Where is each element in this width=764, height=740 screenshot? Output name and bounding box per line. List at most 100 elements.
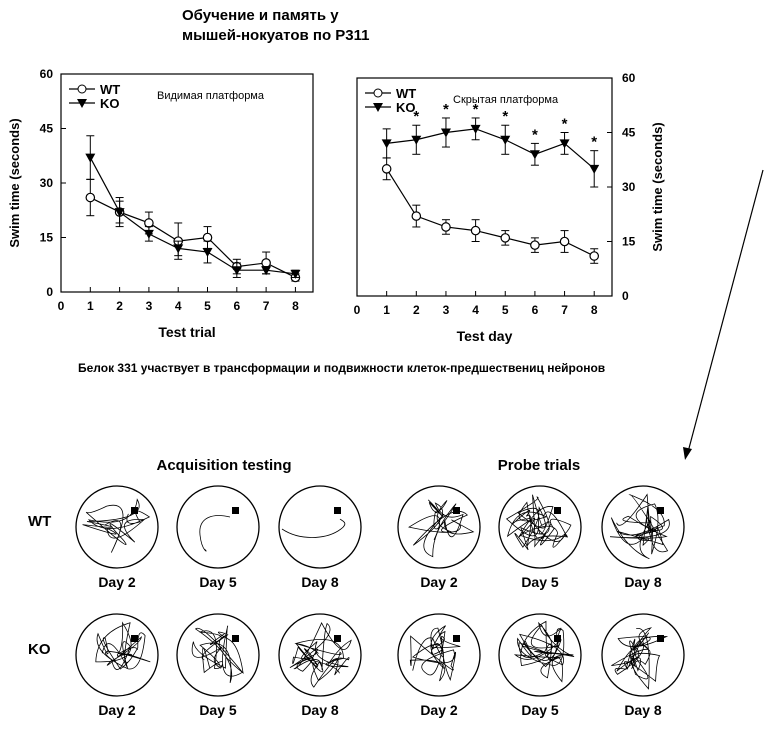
x-tick-label: 0 <box>354 303 361 317</box>
significance-star: * <box>532 126 538 143</box>
point-KO <box>231 266 242 276</box>
maze-trial-ko-1: Day 2 <box>75 613 159 718</box>
pool-circle <box>397 613 481 697</box>
significance-star: * <box>562 116 568 133</box>
maze-trial-wt-1: Day 2 <box>75 485 159 590</box>
significance-star: * <box>502 108 508 125</box>
point-WT <box>559 236 570 247</box>
y-tick-label: 45 <box>40 122 54 136</box>
pool-circle <box>176 485 260 569</box>
point-WT <box>470 225 481 236</box>
point-WT <box>411 211 422 221</box>
maze-trial-ko-4: Day 2 <box>397 613 481 718</box>
maze-trial-ko-3: Day 8 <box>278 613 362 718</box>
y-tick-label: 15 <box>40 231 54 245</box>
maze-trial-wt-6: Day 8 <box>601 485 685 590</box>
panel-label: Видимая платформа <box>157 90 265 102</box>
platform-marker <box>453 507 460 514</box>
platform-marker <box>554 635 561 642</box>
pool-circle <box>278 485 362 569</box>
day-label: Day 2 <box>98 702 136 718</box>
x-tick-label: 8 <box>292 299 299 313</box>
probe-title: Probe trials <box>498 457 581 474</box>
x-tick-label: 0 <box>58 299 65 313</box>
point-WT <box>85 192 96 203</box>
day-label: Day 8 <box>301 702 339 718</box>
point-KO <box>411 135 422 145</box>
point-KO <box>290 269 301 279</box>
day-label: Day 2 <box>98 574 136 590</box>
day-label: Day 5 <box>199 574 237 590</box>
point-KO <box>529 150 540 160</box>
swim-track <box>289 621 352 688</box>
swim-track <box>199 515 231 552</box>
swim-track <box>513 620 575 683</box>
caption: Белок 331 участвует в трансформации и по… <box>78 361 606 375</box>
point-KO <box>114 208 125 218</box>
y-tick-label: 15 <box>622 235 636 249</box>
x-tick-label: 8 <box>591 303 598 317</box>
maze-trial-wt-4: Day 2 <box>397 485 481 590</box>
platform-marker <box>334 507 341 514</box>
platform-marker <box>453 635 460 642</box>
y-tick-label: 60 <box>622 71 636 85</box>
title-line-2: мышей-нокуатов по P311 <box>182 27 370 44</box>
y-tick-label: 45 <box>622 126 636 140</box>
maze-trial-ko-2: Day 5 <box>176 613 260 718</box>
x-axis-label: Test trial <box>158 324 215 340</box>
x-tick-label: 1 <box>383 303 390 317</box>
point-WT <box>441 222 451 232</box>
day-label: Day 8 <box>301 574 339 590</box>
series-line <box>89 157 296 275</box>
point-KO <box>470 124 481 134</box>
y-axis-label: Swim time (seconds) <box>7 118 22 247</box>
series-line <box>90 196 296 279</box>
day-label: Day 2 <box>420 702 458 718</box>
point-WT <box>202 232 213 243</box>
water-maze-tracks: Acquisition testing Probe trials WT KO Day 2… <box>28 457 685 718</box>
legend-marker <box>373 88 383 98</box>
y-tick-label: 0 <box>46 285 53 299</box>
row-label-wt: WT <box>28 513 51 530</box>
point-KO <box>202 248 213 258</box>
platform-marker <box>657 507 664 514</box>
y-tick-label: 30 <box>40 176 54 190</box>
platform-marker <box>554 507 561 514</box>
legend-label: WT <box>396 86 416 101</box>
legend-marker <box>77 99 87 108</box>
swim-track <box>506 494 572 551</box>
x-tick-label: 5 <box>204 299 211 313</box>
legend-label: WT <box>100 82 120 97</box>
figure-title: Обучение и память у мышей-нокуатов по P3… <box>182 6 369 46</box>
platform-marker <box>334 635 341 642</box>
x-tick-label: 1 <box>87 299 94 313</box>
significance-star: * <box>591 134 597 151</box>
point-KO <box>589 164 600 174</box>
platform-marker <box>232 635 239 642</box>
pool-circle <box>75 485 159 569</box>
series-KO: KO <box>69 96 301 279</box>
x-tick-label: 2 <box>413 303 420 317</box>
maze-trial-wt-3: Day 8 <box>278 485 362 590</box>
swim-track <box>609 493 670 560</box>
day-label: Day 2 <box>420 574 458 590</box>
series-KO: KO <box>365 100 600 188</box>
point-KO <box>173 244 184 254</box>
x-tick-label: 3 <box>146 299 153 313</box>
arrow-line <box>687 169 764 453</box>
x-tick-label: 3 <box>443 303 450 317</box>
x-tick-label: 5 <box>502 303 509 317</box>
pool-circle <box>278 613 362 697</box>
point-KO <box>261 266 272 276</box>
point-WT <box>381 164 392 174</box>
day-label: Day 5 <box>199 702 237 718</box>
y-axis-label: Swim time (seconds) <box>650 122 665 251</box>
plot-frame <box>60 73 314 293</box>
point-WT <box>589 251 600 261</box>
day-label: Day 5 <box>521 574 559 590</box>
day-label: Day 8 <box>624 702 662 718</box>
platform-marker <box>131 635 138 642</box>
